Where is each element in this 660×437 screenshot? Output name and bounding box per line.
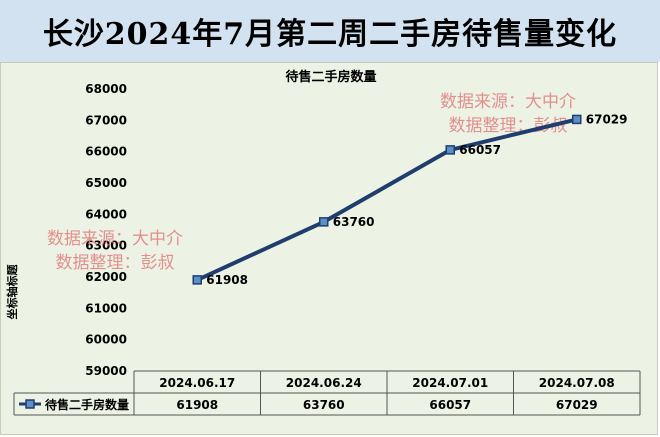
data-label: 66057 [459,143,501,157]
watermark-author: 数据整理：彭叔 [449,116,568,136]
y-tick-label: 60000 [85,333,127,347]
y-tick-label: 59000 [85,364,127,378]
title-bar: 长沙2024年7月第二周二手房待售量变化 [0,0,660,62]
y-tick-label: 64000 [85,207,127,221]
table-value: 61908 [176,398,218,412]
y-tick-label: 65000 [85,176,127,190]
table-value: 63760 [303,398,345,412]
table-value: 66057 [429,398,471,412]
table-value: 67029 [556,398,598,412]
data-point [445,145,455,155]
data-label: 67029 [586,112,628,126]
y-tick-label: 61000 [85,301,127,315]
data-point [319,217,329,227]
data-point [192,275,202,285]
y-tick-label: 68000 [85,82,127,96]
series-line [195,117,579,282]
x-tick-label: 2024.06.24 [286,376,362,390]
chart-title: 待售二手房数量 [284,69,376,85]
page-title: 长沙2024年7月第二周二手房待售量变化 [42,17,618,52]
x-tick-label: 2024.07.01 [412,376,488,390]
y-axis-title: 坐标轴标题 [5,264,19,320]
data-label: 63760 [333,215,375,229]
data-point [572,114,582,125]
x-tick-label: 2024.07.08 [539,376,615,390]
legend-label: 待售二手房数量 [45,397,129,412]
data-label: 61908 [206,273,248,287]
y-tick-label: 66000 [85,145,127,159]
y-tick-label: 62000 [85,270,127,284]
x-tick-label: 2024.06.17 [159,376,235,390]
plot-background [0,62,658,435]
line-chart: 待售二手房数量坐标轴标题5900060000610006200063000640… [5,69,641,416]
watermark-author: 数据整理：彭叔 [56,253,175,273]
watermark-source: 数据来源：大中介 [47,229,183,249]
y-tick-label: 63000 [85,239,127,253]
watermark-source: 数据来源：大中介 [440,92,576,112]
legend-marker [25,399,35,409]
y-tick-label: 67000 [85,113,127,127]
